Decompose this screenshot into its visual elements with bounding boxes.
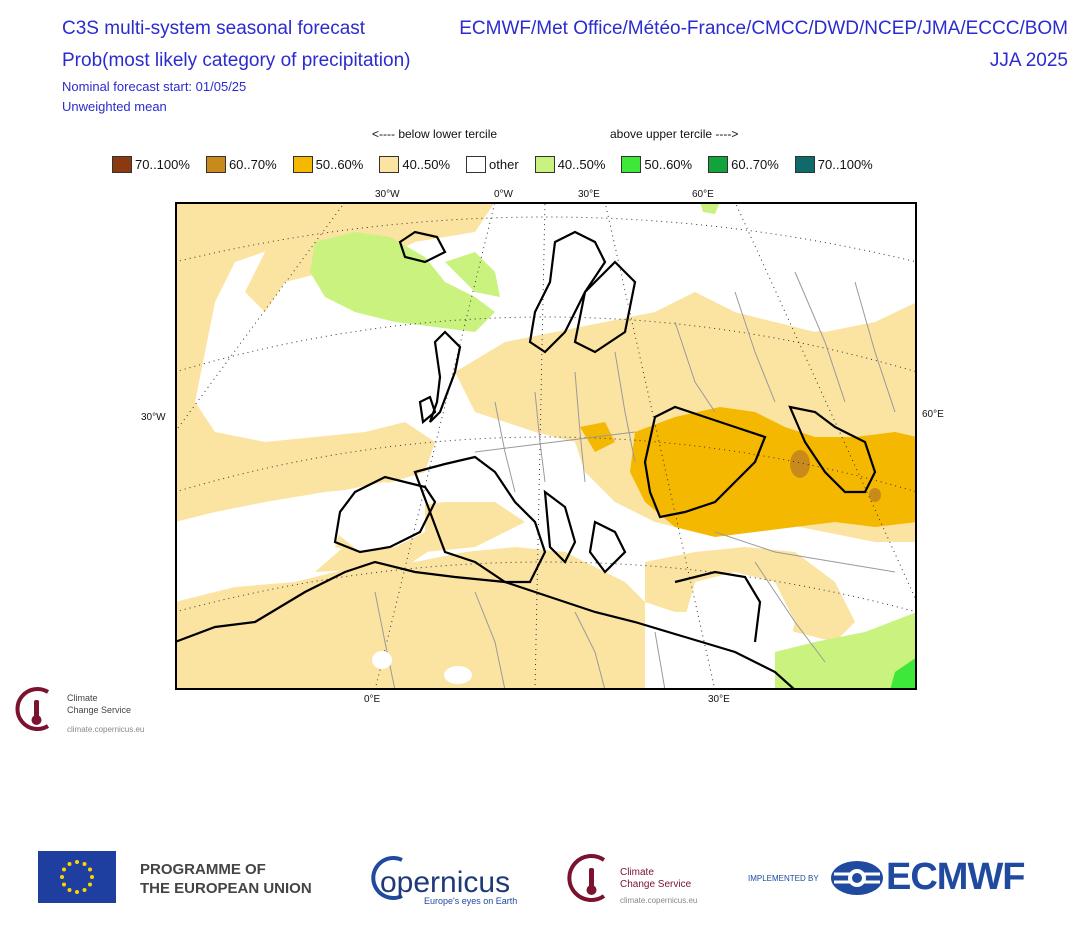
legend-label: 60..70% bbox=[228, 157, 277, 172]
legend-label: other bbox=[489, 157, 519, 172]
coast-iceland bbox=[398, 230, 447, 264]
legend-swatch bbox=[205, 156, 226, 173]
eu-programme-text: PROGRAMME OF THE EUROPEAN UNION bbox=[140, 860, 312, 898]
contributing-centres: ECMWF/Met Office/Météo-France/CMCC/DWD/N… bbox=[459, 18, 1068, 39]
c3s-small-line2: Change Service bbox=[67, 705, 132, 715]
legend-item-below-60-70: 60..70% bbox=[205, 156, 277, 173]
legend-item-below-50-60: 50..60% bbox=[292, 156, 364, 173]
region-iberia-other bbox=[335, 482, 425, 552]
lat-label-left: 30°W bbox=[141, 412, 166, 423]
c3s-small-line1: Climate bbox=[67, 693, 98, 703]
legend-swatch bbox=[794, 156, 815, 173]
c3s-logo-icon-large bbox=[567, 854, 606, 902]
copernicus-tagline: Europe's eyes on Earth bbox=[424, 896, 518, 906]
region-atlantic-west-40-50 bbox=[175, 202, 435, 522]
coast-western-med-north bbox=[413, 455, 547, 584]
coast-north-africa bbox=[175, 560, 796, 690]
region-levant-other bbox=[675, 572, 795, 690]
legend-label: 70..100% bbox=[817, 157, 873, 172]
legend-item-above-70-100: 70..100% bbox=[794, 156, 873, 173]
legend-swatch bbox=[534, 156, 555, 173]
legend-label: 40..50% bbox=[402, 157, 451, 172]
coastlines bbox=[175, 230, 877, 690]
legend-label: 50..60% bbox=[644, 157, 693, 172]
lat-label-right: 60°E bbox=[922, 409, 944, 420]
region-north-atlantic-40-50-above-east bbox=[445, 252, 500, 297]
region-ural-40-50-above bbox=[700, 202, 720, 214]
eu-flag bbox=[38, 851, 116, 903]
chart-subtitle: Prob(most likely category of precipitati… bbox=[62, 50, 411, 71]
coast-british-isles bbox=[428, 330, 462, 423]
weighting-note: Unweighted mean bbox=[62, 99, 167, 114]
lon-label-60e: 60°E bbox=[692, 189, 714, 200]
c3s-logo-small: Climate Change Service climate.copernicu… bbox=[12, 680, 162, 740]
eu-stars-icon bbox=[60, 860, 94, 894]
ecmwf-logo-text: ECMWF bbox=[886, 856, 1026, 898]
sahara-patch-other-2 bbox=[444, 666, 472, 684]
chart-title: C3S multi-system seasonal forecast bbox=[62, 18, 366, 39]
c3s-small-url: climate.copernicus.eu bbox=[67, 725, 145, 734]
implemented-by-label: IMPLEMENTED BY bbox=[748, 874, 819, 883]
coast-scandinavia bbox=[528, 230, 607, 354]
legend-swatch bbox=[621, 156, 642, 173]
lon-label-30e: 30°E bbox=[578, 189, 600, 200]
legend-below-label: <---- below lower tercile bbox=[372, 127, 498, 141]
coast-greece bbox=[588, 520, 627, 574]
legend-above-label: above upper tercile ----> bbox=[610, 127, 739, 141]
legend-label: 60..70% bbox=[731, 157, 779, 172]
legend-swatch bbox=[292, 156, 313, 173]
region-arabia-50-60-above bbox=[890, 657, 917, 690]
c3s-large-url: climate.copernicus.eu bbox=[620, 896, 698, 905]
region-arabia-40-50-above bbox=[775, 612, 917, 690]
season-label: JJA 2025 bbox=[989, 50, 1068, 71]
legend-label: 50..60% bbox=[315, 157, 364, 172]
copernicus-c-icon bbox=[371, 856, 403, 900]
legend-item-other: other bbox=[466, 156, 519, 173]
region-north-atlantic-40-50-above bbox=[310, 232, 495, 332]
legend-label: 70..100% bbox=[135, 157, 190, 172]
coast-ireland bbox=[418, 395, 437, 425]
lon-label-30w: 30°W bbox=[375, 189, 400, 200]
legend-swatch bbox=[112, 156, 132, 173]
country-borders bbox=[374, 271, 896, 690]
coast-caspian bbox=[788, 405, 877, 494]
forecast-map[interactable] bbox=[175, 202, 917, 690]
region-caspian-east-60-70 bbox=[869, 488, 881, 502]
ecmwf-logo-icon bbox=[831, 861, 883, 895]
legend: 70..100% 60..70% 50..60% 40..50% other 4… bbox=[112, 156, 889, 173]
legend-item-above-50-60: 50..60% bbox=[621, 156, 692, 173]
legend-item-below-70-100: 70..100% bbox=[112, 156, 190, 173]
eu-line2: THE EUROPEAN UNION bbox=[140, 880, 312, 897]
c3s-logo-icon bbox=[15, 687, 50, 731]
legend-item-above-60-70: 60..70% bbox=[708, 156, 779, 173]
legend-swatch bbox=[708, 156, 729, 173]
legend-swatch bbox=[466, 156, 487, 173]
lon-label-bottom-0e: 0°E bbox=[364, 694, 381, 705]
eu-line1: PROGRAMME OF bbox=[140, 861, 266, 878]
copernicus-logo-text: opernicus bbox=[380, 866, 511, 899]
lon-label-0w: 0°W bbox=[494, 189, 513, 200]
legend-item-below-40-50: 40..50% bbox=[379, 156, 450, 173]
region-black-sea-50-60 bbox=[630, 407, 917, 537]
coast-iberia bbox=[333, 475, 437, 554]
coast-italy bbox=[543, 489, 577, 564]
region-central-europe-other bbox=[465, 422, 535, 502]
region-caspian-60-70 bbox=[790, 450, 810, 478]
c3s-large-line1: Climate bbox=[620, 867, 654, 878]
forecast-start: Nominal forecast start: 01/05/25 bbox=[62, 79, 247, 94]
lon-label-bottom-30e: 30°E bbox=[708, 694, 730, 705]
coast-finland bbox=[573, 260, 637, 354]
legend-item-above-40-50: 40..50% bbox=[534, 156, 606, 173]
graticule bbox=[175, 202, 917, 690]
coast-black-sea bbox=[643, 405, 767, 519]
legend-label: 40..50% bbox=[557, 157, 606, 172]
sahara-patch-other bbox=[372, 651, 392, 669]
map-frame bbox=[175, 202, 917, 690]
legend-swatch bbox=[379, 156, 400, 173]
region-caucasus-other bbox=[735, 252, 917, 332]
c3s-large-line2: Change Service bbox=[620, 879, 692, 890]
coast-levant bbox=[674, 570, 762, 643]
